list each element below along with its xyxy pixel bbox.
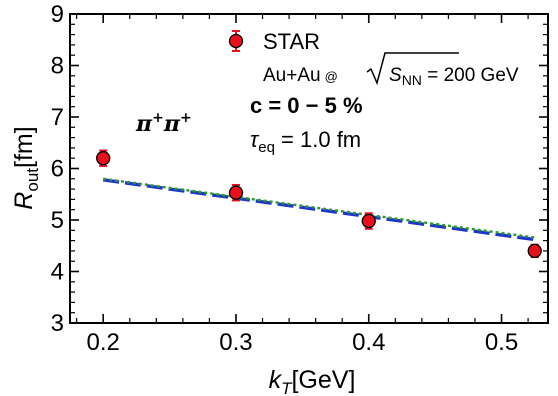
y-tick-label: 3 xyxy=(51,310,64,337)
x-axis-unit: [GeV] xyxy=(291,366,355,394)
plot-frame xyxy=(69,13,549,324)
y-axis-symbol: R xyxy=(10,192,38,210)
tau-subscript: eq xyxy=(258,139,275,156)
data-point xyxy=(96,151,111,166)
data-point xyxy=(527,243,542,259)
x-axis-symbol: k xyxy=(269,366,283,394)
legend-energy-symbol: S xyxy=(389,65,402,86)
y-axis-unit: [fm] xyxy=(10,126,38,168)
tau-symbol: τ xyxy=(250,127,260,152)
model-curve-dashed xyxy=(102,178,535,242)
x-tick-label: 0.5 xyxy=(485,329,518,356)
axis-ticks: 0.2 0.3 0.4 0.5 3 4 5 6 7 8 9 xyxy=(51,1,548,356)
legend-system-prefix: Au+Au xyxy=(263,65,321,86)
legend-energy-subscript: NN xyxy=(402,72,422,88)
centrality-label: c = 0 − 5 % xyxy=(250,93,363,118)
x-axis-title: kT[GeV] xyxy=(269,366,356,396)
tau-label: τeq = 1.0 fm xyxy=(250,127,361,156)
y-tick-label: 8 xyxy=(51,53,64,80)
y-tick-label: 6 xyxy=(51,156,64,183)
legend-energy-label: SNN = 200 GeV xyxy=(389,65,519,88)
x-tick-label: 0.2 xyxy=(87,329,120,356)
tau-value: = 1.0 fm xyxy=(275,127,361,152)
sqrt-sign xyxy=(366,52,459,86)
x-axis-subscript: T xyxy=(281,379,293,396)
legend-at: @ xyxy=(325,69,338,84)
y-tick-label: 9 xyxy=(51,1,64,28)
y-tick-label: 5 xyxy=(51,207,64,234)
data-point xyxy=(361,213,376,229)
x-tick-label: 0.4 xyxy=(352,329,385,356)
y-tick-label: 7 xyxy=(51,104,64,131)
legend-marker xyxy=(228,33,244,49)
plot-marks xyxy=(96,149,542,259)
x-tick-label: 0.3 xyxy=(219,329,252,356)
y-axis-title: Rout[fm] xyxy=(10,126,42,209)
model-curve-dotted xyxy=(103,177,535,239)
legend: STAR Au+Au @ SNN = 200 GeV xyxy=(228,29,519,88)
data-point xyxy=(228,185,244,200)
legend-system-label: Au+Au @ xyxy=(263,65,338,86)
y-tick-label: 4 xyxy=(51,259,64,286)
particle-label: π+π+ xyxy=(135,110,192,137)
y-axis-subscript: out xyxy=(23,168,42,192)
legend-energy-value: = 200 GeV xyxy=(422,65,519,86)
legend-series-label: STAR xyxy=(263,29,320,54)
